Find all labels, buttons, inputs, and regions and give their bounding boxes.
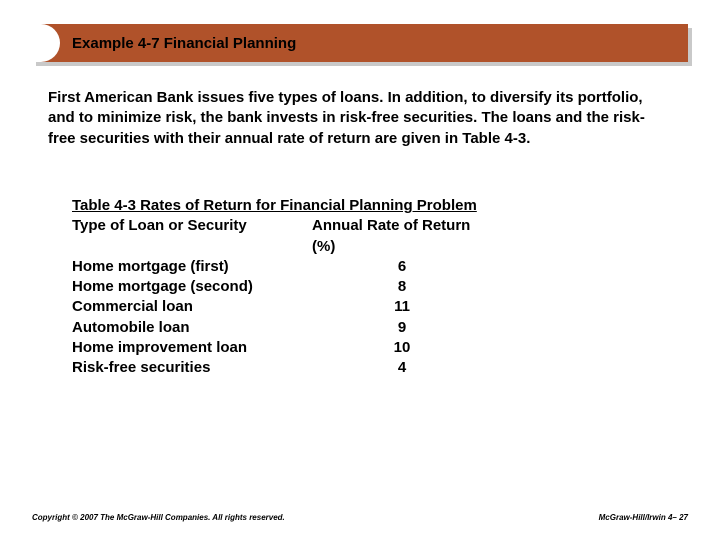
- slide-title: Example 4-7 Financial Planning: [72, 35, 296, 52]
- table-row: Automobile loan 9: [72, 318, 492, 338]
- table-cell-label: Home improvement loan: [72, 338, 312, 358]
- table-row: Home improvement loan 10: [72, 338, 492, 358]
- title-bar-container: Example 4-7 Financial Planning: [32, 24, 688, 62]
- footer: Copyright © 2007 The McGraw-Hill Compani…: [32, 513, 688, 522]
- table-cell-value: 4: [312, 358, 492, 378]
- table-header-row: Type of Loan or Security Annual Rate of …: [72, 216, 492, 257]
- table-row: Home mortgage (first) 6: [72, 257, 492, 277]
- table-cell-value: 10: [312, 338, 492, 358]
- table-cell-label: Home mortgage (first): [72, 257, 312, 277]
- table-cell-label: Automobile loan: [72, 318, 312, 338]
- table-title: Table 4-3 Rates of Return for Financial …: [72, 196, 492, 216]
- footer-copyright: Copyright © 2007 The McGraw-Hill Compani…: [32, 513, 285, 522]
- table-cell-value: 8: [312, 277, 492, 297]
- table-cell-value: 11: [312, 297, 492, 317]
- table-row: Home mortgage (second) 8: [72, 277, 492, 297]
- table-block: Table 4-3 Rates of Return for Financial …: [72, 196, 492, 378]
- table-cell-label: Home mortgage (second): [72, 277, 312, 297]
- table-cell-value: 6: [312, 257, 492, 277]
- title-bar: Example 4-7 Financial Planning: [32, 24, 688, 62]
- table-row: Risk-free securities 4: [72, 358, 492, 378]
- table-row: Commercial loan 11: [72, 297, 492, 317]
- table-cell-label: Risk-free securities: [72, 358, 312, 378]
- table-cell-value: 9: [312, 318, 492, 338]
- body-paragraph: First American Bank issues five types of…: [48, 88, 672, 149]
- title-bar-notch: [32, 24, 60, 62]
- table-header-col2: Annual Rate of Return (%): [312, 216, 492, 257]
- table-cell-label: Commercial loan: [72, 297, 312, 317]
- table-header-col1: Type of Loan or Security: [72, 216, 312, 257]
- footer-pageref: McGraw-Hill/Irwin 4– 27: [599, 513, 688, 522]
